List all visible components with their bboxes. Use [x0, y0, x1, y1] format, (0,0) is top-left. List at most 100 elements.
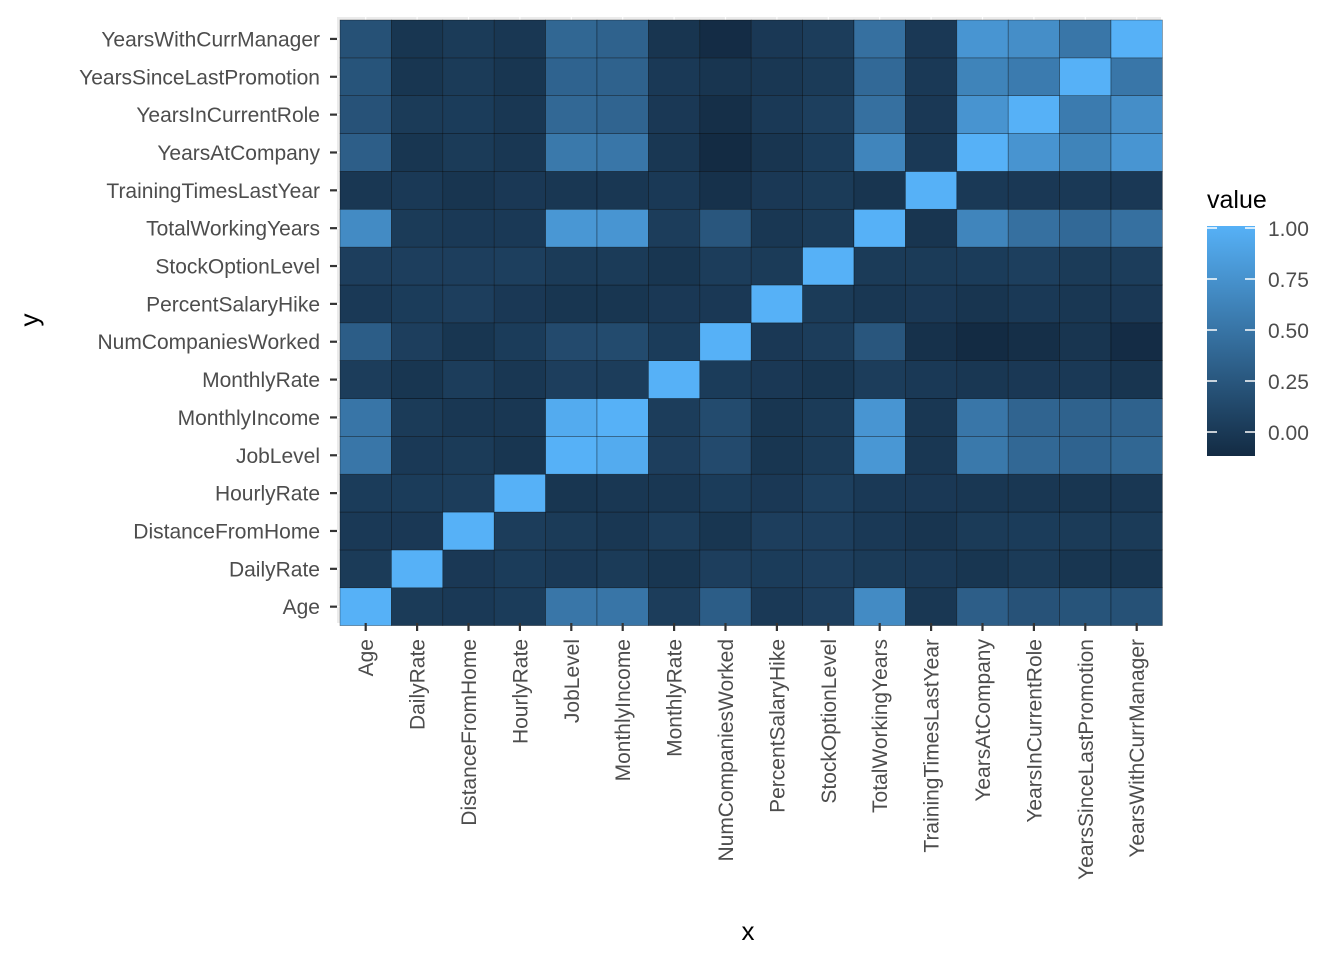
heatmap-cell-YearsWithCurrManager-HourlyRate — [1110, 473, 1163, 513]
heatmap-cell-YearsWithCurrManager-YearsAtCompany — [1110, 133, 1163, 172]
heatmap-cell-PercentSalaryHike-YearsAtCompany — [750, 133, 803, 172]
heatmap-cell-DailyRate-DistanceFromHome — [391, 511, 444, 551]
heatmap-cell-MonthlyRate-StockOptionLevel — [648, 246, 701, 286]
x-tick-label: YearsSinceLastPromotion — [1075, 639, 1098, 880]
heatmap-cell-TotalWorkingYears-YearsWithCurrManager — [853, 19, 906, 59]
heatmap-cell-HourlyRate-MonthlyRate — [493, 360, 546, 399]
heatmap-cell-YearsInCurrentRole-YearsInCurrentRole — [1007, 95, 1060, 134]
heatmap-cell-DailyRate-PercentSalaryHike — [391, 284, 444, 324]
heatmap-cell-YearsInCurrentRole-StockOptionLevel — [1007, 246, 1060, 286]
heatmap-cell-DistanceFromHome-DistanceFromHome — [442, 511, 495, 551]
heatmap-cell-HourlyRate-YearsAtCompany — [493, 133, 546, 172]
y-tick-label: YearsInCurrentRole — [136, 104, 320, 127]
y-tick-label: YearsAtCompany — [157, 142, 320, 165]
heatmap-cell-Age-MonthlyIncome — [339, 398, 392, 437]
heatmap-cell-JobLevel-NumCompaniesWorked — [545, 322, 598, 361]
heatmap-cell-StockOptionLevel-PercentSalaryHike — [802, 284, 855, 324]
heatmap-cell-YearsAtCompany-YearsWithCurrManager — [956, 19, 1009, 59]
heatmap-cell-DailyRate-StockOptionLevel — [391, 246, 444, 286]
heatmap-cell-TrainingTimesLastYear-StockOptionLevel — [905, 246, 958, 286]
heatmap-cell-PercentSalaryHike-MonthlyIncome — [750, 398, 803, 437]
heatmap-cell-Age-YearsWithCurrManager — [339, 19, 392, 59]
heatmap-cell-HourlyRate-HourlyRate — [493, 473, 546, 513]
heatmap-cell-YearsSinceLastPromotion-StockOptionLevel — [1059, 246, 1112, 286]
heatmap-cell-MonthlyRate-YearsAtCompany — [648, 133, 701, 172]
heatmap-cell-YearsSinceLastPromotion-TrainingTimesLastYear — [1059, 171, 1112, 210]
heatmap-cell-MonthlyIncome-MonthlyIncome — [596, 398, 649, 437]
heatmap-cell-HourlyRate-TotalWorkingYears — [493, 208, 546, 248]
heatmap-cell-YearsSinceLastPromotion-YearsInCurrentRole — [1059, 95, 1112, 134]
heatmap-cell-JobLevel-JobLevel — [545, 436, 598, 475]
heatmap-cell-DailyRate-YearsWithCurrManager — [391, 19, 444, 59]
heatmap-cell-YearsWithCurrManager-NumCompaniesWorked — [1110, 322, 1163, 361]
heatmap-cell-MonthlyRate-MonthlyRate — [648, 360, 701, 399]
heatmap-cell-HourlyRate-Age — [493, 587, 546, 626]
x-tick-label: HourlyRate — [509, 639, 532, 744]
heatmap-cell-MonthlyIncome-JobLevel — [596, 436, 649, 475]
heatmap-cell-HourlyRate-PercentSalaryHike — [493, 284, 546, 324]
heatmap-cell-NumCompaniesWorked-YearsInCurrentRole — [699, 95, 752, 134]
heatmap-cell-NumCompaniesWorked-Age — [699, 587, 752, 626]
heatmap-cell-PercentSalaryHike-PercentSalaryHike — [750, 284, 803, 324]
heatmap-cell-JobLevel-MonthlyRate — [545, 360, 598, 399]
heatmap-cell-YearsAtCompany-HourlyRate — [956, 473, 1009, 513]
heatmap-cell-YearsSinceLastPromotion-Age — [1059, 587, 1112, 626]
heatmap-cell-YearsWithCurrManager-MonthlyIncome — [1110, 398, 1163, 437]
heatmap-cell-DailyRate-HourlyRate — [391, 473, 444, 513]
heatmap-cell-MonthlyIncome-HourlyRate — [596, 473, 649, 513]
x-tick-label: PercentSalaryHike — [766, 639, 789, 813]
heatmap-cell-YearsSinceLastPromotion-HourlyRate — [1059, 473, 1112, 513]
heatmap-cell-Age-MonthlyRate — [339, 360, 392, 399]
heatmap-cell-HourlyRate-DistanceFromHome — [493, 511, 546, 551]
y-tick-label: JobLevel — [236, 445, 320, 468]
heatmap-cell-YearsAtCompany-Age — [956, 587, 1009, 626]
heatmap-cell-MonthlyIncome-TrainingTimesLastYear — [596, 171, 649, 210]
heatmap-cell-YearsWithCurrManager-JobLevel — [1110, 436, 1163, 475]
heatmap-cell-DailyRate-TrainingTimesLastYear — [391, 171, 444, 210]
heatmap-cell-NumCompaniesWorked-YearsWithCurrManager — [699, 19, 752, 59]
heatmap-cell-YearsInCurrentRole-TotalWorkingYears — [1007, 208, 1060, 248]
heatmap-cell-TrainingTimesLastYear-TrainingTimesLastYear — [905, 171, 958, 210]
heatmap-cell-MonthlyRate-TrainingTimesLastYear — [648, 171, 701, 210]
heatmap-cell-YearsWithCurrManager-DistanceFromHome — [1110, 511, 1163, 551]
legend-title: value — [1207, 186, 1267, 214]
heatmap-cell-DailyRate-YearsAtCompany — [391, 133, 444, 172]
heatmap-cell-TrainingTimesLastYear-YearsInCurrentRole — [905, 95, 958, 134]
heatmap-cell-TotalWorkingYears-StockOptionLevel — [853, 246, 906, 286]
heatmap-cell-Age-YearsInCurrentRole — [339, 95, 392, 134]
y-tick-label: HourlyRate — [215, 483, 320, 506]
heatmap-cell-MonthlyIncome-TotalWorkingYears — [596, 208, 649, 248]
x-tick-label: MonthlyRate — [664, 639, 687, 757]
heatmap-cell-NumCompaniesWorked-YearsAtCompany — [699, 133, 752, 172]
heatmap-cell-NumCompaniesWorked-StockOptionLevel — [699, 246, 752, 286]
y-tick-label: PercentSalaryHike — [146, 293, 320, 316]
heatmap-cell-TotalWorkingYears-PercentSalaryHike — [853, 284, 906, 324]
heatmap-cell-MonthlyIncome-StockOptionLevel — [596, 246, 649, 286]
heatmap-cell-StockOptionLevel-NumCompaniesWorked — [802, 322, 855, 361]
heatmap-cell-YearsWithCurrManager-MonthlyRate — [1110, 360, 1163, 399]
heatmap-cell-TotalWorkingYears-YearsInCurrentRole — [853, 95, 906, 134]
heatmap-cell-DistanceFromHome-DailyRate — [442, 549, 495, 589]
heatmap-cell-HourlyRate-YearsSinceLastPromotion — [493, 57, 546, 96]
heatmap-cell-YearsWithCurrManager-Age — [1110, 587, 1163, 626]
heatmap-cell-Age-TotalWorkingYears — [339, 208, 392, 248]
heatmap-cell-YearsAtCompany-YearsSinceLastPromotion — [956, 57, 1009, 96]
heatmap-cell-Age-YearsSinceLastPromotion — [339, 57, 392, 96]
heatmap-cell-MonthlyRate-MonthlyIncome — [648, 398, 701, 437]
heatmap-cell-Age-JobLevel — [339, 436, 392, 475]
heatmap-cell-StockOptionLevel-TrainingTimesLastYear — [802, 171, 855, 210]
heatmap-cell-YearsSinceLastPromotion-YearsSinceLastPromotion — [1059, 57, 1112, 96]
heatmap-cell-YearsInCurrentRole-YearsAtCompany — [1007, 133, 1060, 172]
heatmap-cell-PercentSalaryHike-YearsWithCurrManager — [750, 19, 803, 59]
heatmap-cell-YearsInCurrentRole-Age — [1007, 587, 1060, 626]
heatmap-cell-MonthlyIncome-YearsWithCurrManager — [596, 19, 649, 59]
x-tick-label: MonthlyIncome — [612, 639, 635, 781]
heatmap-cell-TotalWorkingYears-DailyRate — [853, 549, 906, 589]
heatmap-cell-YearsAtCompany-MonthlyIncome — [956, 398, 1009, 437]
heatmap-cell-DailyRate-DailyRate — [391, 549, 444, 589]
heatmap-cell-TrainingTimesLastYear-YearsAtCompany — [905, 133, 958, 172]
heatmap-cell-YearsAtCompany-MonthlyRate — [956, 360, 1009, 399]
heatmap-cell-YearsWithCurrManager-DailyRate — [1110, 549, 1163, 589]
heatmap-cell-PercentSalaryHike-YearsSinceLastPromotion — [750, 57, 803, 96]
legend: value 1.00 0.75 0.50 0.25 0.00 — [1207, 186, 1309, 456]
